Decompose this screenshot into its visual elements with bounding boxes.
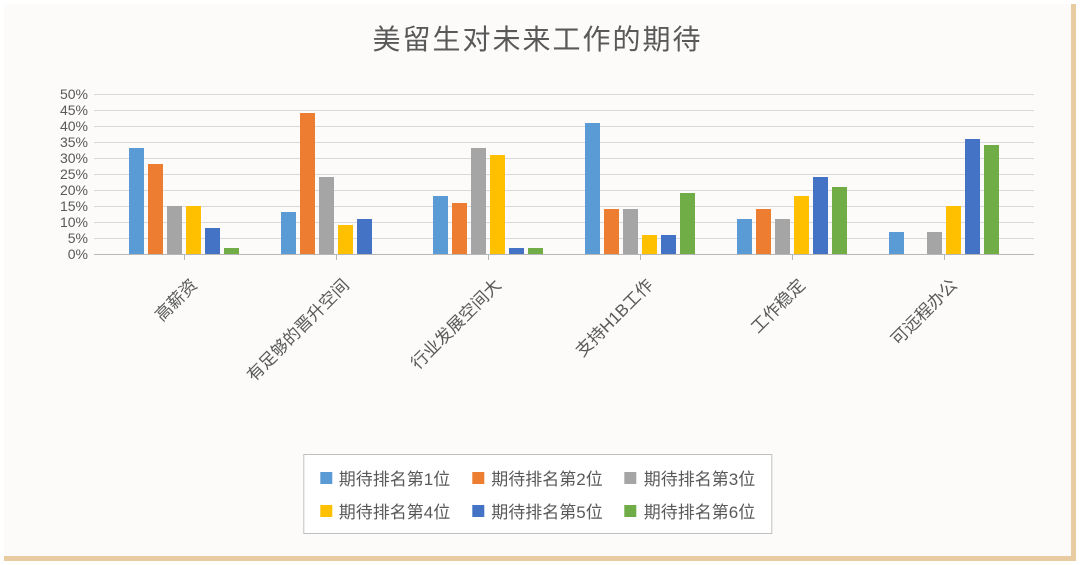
y-axis-tick-label: 50% [60,86,94,102]
category-label: 行业发展空间大 [347,272,506,431]
legend-label: 期待排名第5位 [491,498,602,523]
legend-row: 期待排名第4位 期待排名第5位 期待排名第6位 [320,498,755,523]
bar [813,177,828,254]
bar [737,219,752,254]
bar [471,148,486,254]
legend-label: 期待排名第2位 [491,465,602,490]
gridline [94,94,1034,95]
bar [490,155,505,254]
x-axis-tick [184,254,185,260]
category-label: 工作稳定 [651,272,810,431]
x-axis-line [94,254,1034,255]
legend-label: 期待排名第4位 [339,498,450,523]
bar [832,187,847,254]
y-axis-tick-label: 5% [68,230,94,246]
x-axis-tick [792,254,793,260]
legend-item: 期待排名第2位 [472,465,602,490]
gridline [94,190,1034,191]
bar [186,206,201,254]
bar [319,177,334,254]
bar [433,196,448,254]
bar [927,232,942,254]
legend-swatch [625,505,637,517]
bar [984,145,999,254]
y-axis-tick-label: 20% [60,182,94,198]
y-axis-tick-label: 15% [60,198,94,214]
bar [889,232,904,254]
bar [300,113,315,254]
legend-item: 期待排名第6位 [625,498,755,523]
category-label: 高薪资 [43,272,202,431]
bar [585,123,600,254]
gridline [94,126,1034,127]
legend-item: 期待排名第5位 [472,498,602,523]
gridline [94,110,1034,111]
y-axis-tick-label: 35% [60,134,94,150]
bar [148,164,163,254]
bar [528,248,543,254]
legend-swatch [320,505,332,517]
bar [756,209,771,254]
bar [224,248,239,254]
legend-item: 期待排名第4位 [320,498,450,523]
chart-container: 美留生对未来工作的期待 0%5%10%15%20%25%30%35%40%45%… [4,4,1076,561]
category-label: 可远程办公 [803,272,962,431]
bar [357,219,372,254]
legend-swatch [472,472,484,484]
x-axis-tick [944,254,945,260]
bar [338,225,353,254]
legend: 期待排名第1位期待排名第2位期待排名第3位期待排名第4位期待排名第5位期待排名第… [303,454,772,534]
x-axis-tick [488,254,489,260]
bar [946,206,961,254]
plot-area: 0%5%10%15%20%25%30%35%40%45%50% [94,94,1034,254]
bar [129,148,144,254]
y-axis-tick-label: 45% [60,102,94,118]
bar [167,206,182,254]
gridline [94,142,1034,143]
category-label: 支持H1B工作 [499,272,658,431]
bar [794,196,809,254]
x-axis-tick [640,254,641,260]
legend-label: 期待排名第1位 [339,465,450,490]
legend-item: 期待排名第1位 [320,465,450,490]
y-axis-tick-label: 25% [60,166,94,182]
x-axis-tick [336,254,337,260]
y-axis-tick-label: 30% [60,150,94,166]
legend-row: 期待排名第1位 期待排名第2位 期待排名第3位 [320,465,755,490]
legend-swatch [625,472,637,484]
bar [623,209,638,254]
category-label: 有足够的晋升空间 [195,272,354,431]
legend-item: 期待排名第3位 [625,465,755,490]
bar [965,139,980,254]
gridline [94,206,1034,207]
legend-label: 期待排名第6位 [644,498,755,523]
gridline [94,174,1034,175]
chart-title: 美留生对未来工作的期待 [4,18,1071,58]
y-axis-tick-label: 10% [60,214,94,230]
bar [452,203,467,254]
bar [661,235,676,254]
bar [775,219,790,254]
bar [642,235,657,254]
legend-swatch [320,472,332,484]
legend-label: 期待排名第3位 [644,465,755,490]
legend-swatch [472,505,484,517]
bar [205,228,220,254]
y-axis-tick-label: 0% [68,246,94,262]
gridline [94,222,1034,223]
bar [509,248,524,254]
bar [604,209,619,254]
gridline [94,158,1034,159]
bar [281,212,296,254]
y-axis-tick-label: 40% [60,118,94,134]
bar [680,193,695,254]
